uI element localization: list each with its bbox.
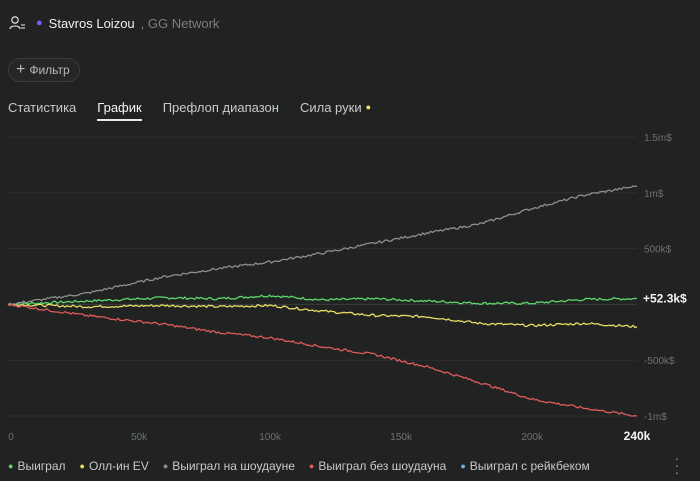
y-tick-label: -500k$: [644, 356, 675, 367]
legend-dot: ●: [162, 461, 169, 471]
user-settings-icon[interactable]: [8, 14, 26, 32]
x-tick-label: 100k: [259, 432, 282, 443]
legend-item-allin-ev[interactable]: ● Олл-ин EV: [79, 459, 149, 473]
x-tick-label: 0: [8, 432, 14, 443]
filter-label: Фильтр: [29, 63, 70, 77]
tab-hand-strength[interactable]: Сила руки ●: [299, 100, 372, 115]
y-tick-label: 1m$: [644, 189, 664, 200]
series-line-0: [7, 294, 638, 306]
player-name: Stavros Loizou: [48, 15, 135, 31]
results-chart[interactable]: 1.5m$ 1m$ 500k$ -500k$ -1m$ 0 50k 100k 150k 200k 2…: [0, 126, 700, 446]
legend-dot: ●: [8, 461, 14, 471]
legend-item-won[interactable]: ● Выиграл: [8, 459, 66, 473]
player-header: ● Stavros Loizou , GG Network: [8, 12, 219, 34]
series-line-1: [7, 303, 638, 329]
y-tick-label: 500k$: [644, 245, 672, 256]
x-tick-label: 200k: [521, 432, 544, 443]
x-tick-label: 150k: [390, 432, 413, 443]
more-options-icon[interactable]: · · ·: [674, 450, 680, 480]
legend-item-showdown[interactable]: ● Выиграл на шоудауне: [162, 459, 295, 473]
plus-icon: +: [16, 61, 26, 78]
chart-legend: ● Выиграл ● Олл-ин EV ● Выиграл на шоудауне…: [8, 459, 590, 473]
tab-statistics[interactable]: Статистика: [8, 100, 77, 115]
series-line-2: [7, 185, 638, 306]
tabs-bar: Статистика График Префлоп диапазон Сила …: [8, 100, 392, 121]
filter-button[interactable]: + Фильтр: [8, 58, 80, 82]
series-line-3: [7, 303, 638, 417]
legend-dot: ●: [460, 461, 466, 471]
legend-dot: ●: [79, 461, 85, 471]
x-tick-label: 50k: [131, 432, 148, 443]
legend-item-rakeback[interactable]: ● Выиграл с рейкбеком: [460, 459, 590, 473]
indicator-dot: ●: [365, 102, 372, 112]
current-value-label: +52.3k$: [643, 292, 687, 306]
player-status-dot: ●: [36, 17, 43, 29]
legend-item-non-showdown[interactable]: ● Выиграл без шоудауна: [308, 459, 447, 473]
y-tick-label: 1.5m$: [644, 133, 672, 144]
tab-graph[interactable]: График: [97, 100, 142, 121]
legend-dot: ●: [308, 461, 315, 471]
x-tick-label: 240k: [624, 429, 651, 443]
y-tick-label: -1m$: [644, 412, 667, 423]
tab-preflop-range[interactable]: Префлоп диапазон: [162, 100, 279, 115]
network-name: , GG Network: [140, 15, 220, 31]
